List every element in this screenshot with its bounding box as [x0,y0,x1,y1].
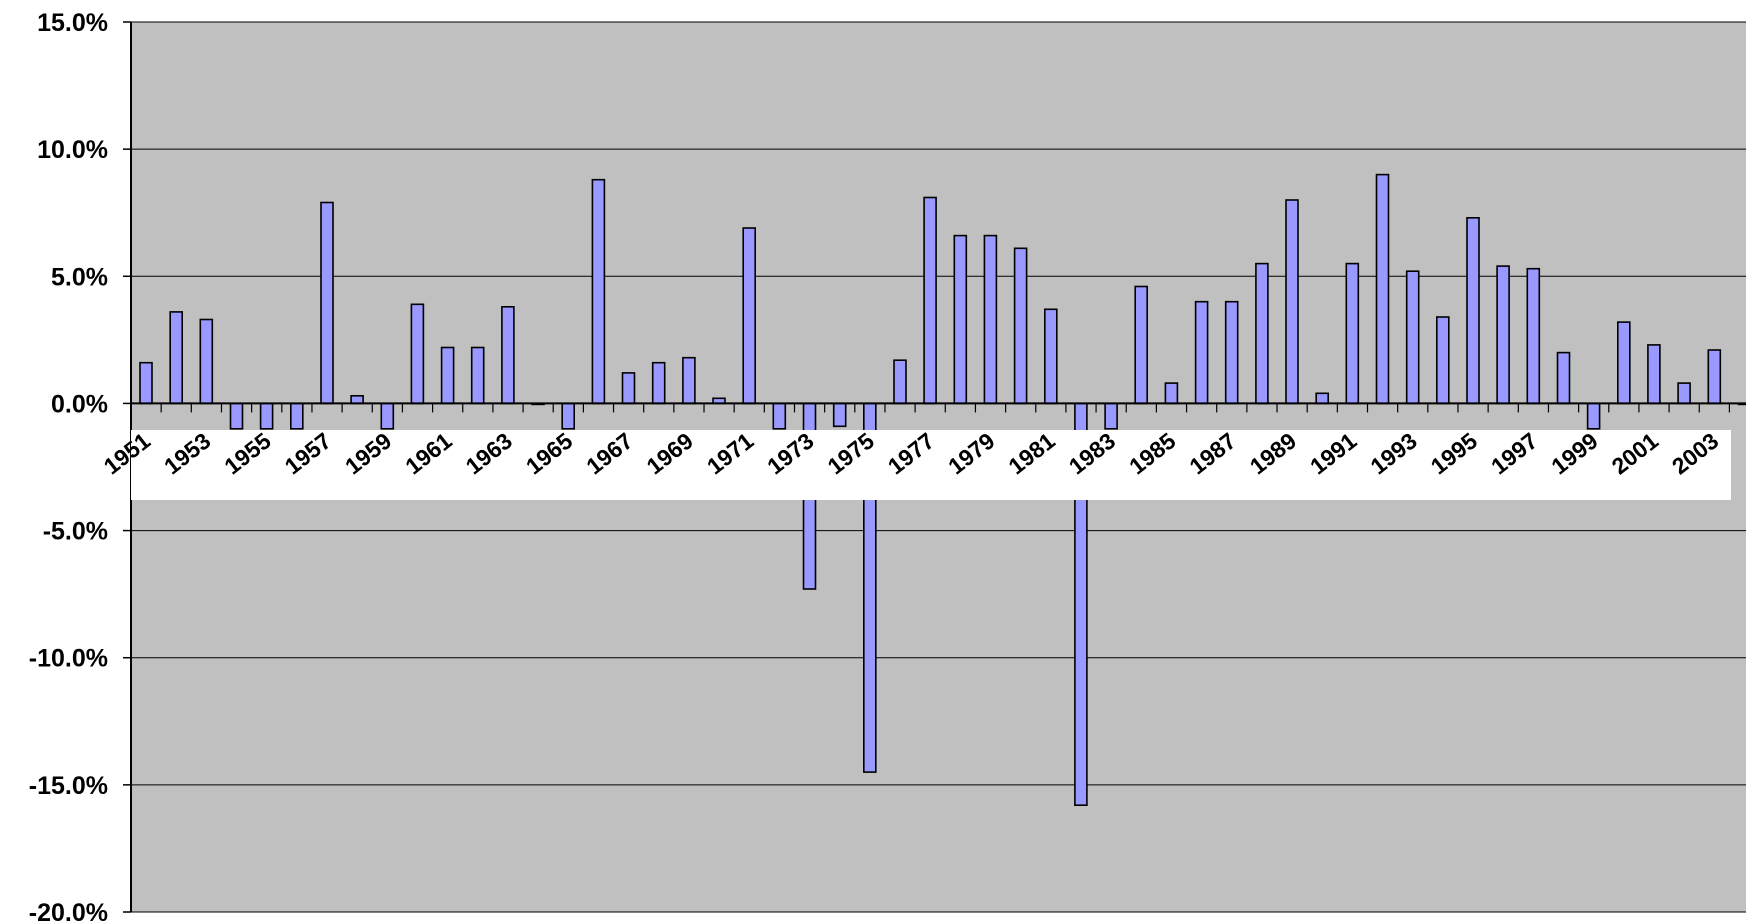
x-label-background [131,430,1731,500]
bar-1993 [1405,270,1420,405]
bar-1995 [1466,217,1480,405]
bar-1952 [169,311,183,405]
x-tick-label-band [131,430,1731,500]
bar-1985 [1164,382,1179,405]
bar-1980 [1013,247,1028,405]
bar-1999 [1586,402,1601,430]
bar-2000 [1617,321,1631,405]
bar-1991 [1345,262,1360,405]
bar-1959 [380,402,395,430]
bar-2002 [1677,382,1691,405]
bar-1958 [350,394,364,405]
bar-1989 [1285,199,1299,405]
bar-1981 [1044,308,1058,405]
bar-1998 [1556,351,1571,405]
bar-1983 [1104,402,1118,430]
bar-1962 [470,346,485,405]
y-tick-label: -20.0% [29,899,108,924]
bar-1992 [1375,173,1390,405]
bar-1969 [682,356,696,405]
bar-1976 [893,359,907,405]
bar-1966 [591,178,606,405]
y-tick-label: -10.0% [29,645,108,673]
bar-1956 [289,402,304,430]
bar-1988 [1255,262,1269,405]
y-tick-label: -15.0% [29,772,108,800]
bar-1968 [651,361,666,405]
y-tick-label: 10.0% [37,136,108,164]
bar-1953 [199,318,214,405]
bar-1994 [1436,316,1450,405]
bar-1971 [742,227,757,405]
bar-1960 [410,303,425,405]
bar-2003 [1707,349,1722,405]
bar-1977 [923,196,937,405]
bar-1955 [259,402,274,430]
y-tick-label: 0.0% [51,390,108,418]
y-tick-label: 15.0% [37,9,108,37]
bar-1963 [501,305,515,405]
bar-1954 [229,402,244,430]
bar-1957 [320,201,334,405]
bar-1997 [1526,267,1541,405]
bar-2001 [1647,344,1661,405]
bar-1961 [440,346,455,405]
bar-1990 [1315,392,1329,405]
bar-1979 [983,234,998,405]
bar-1967 [621,372,636,405]
bar-1974 [832,402,847,428]
y-tick-label: 5.0% [51,263,108,291]
y-tick-labels: 15.0% 10.0% 5.0% 0.0% -5.0% -10.0% -15.0% -20.0… [29,9,108,924]
bar-1984 [1134,285,1148,405]
bar-1951 [139,361,153,405]
bar-1972 [772,402,787,430]
bar-1978 [953,234,968,405]
bar-1996 [1496,265,1510,405]
y-tick-label: -5.0% [43,518,108,546]
bar-1965 [561,402,576,430]
bar-1987 [1224,300,1239,405]
bar-1986 [1194,300,1209,405]
